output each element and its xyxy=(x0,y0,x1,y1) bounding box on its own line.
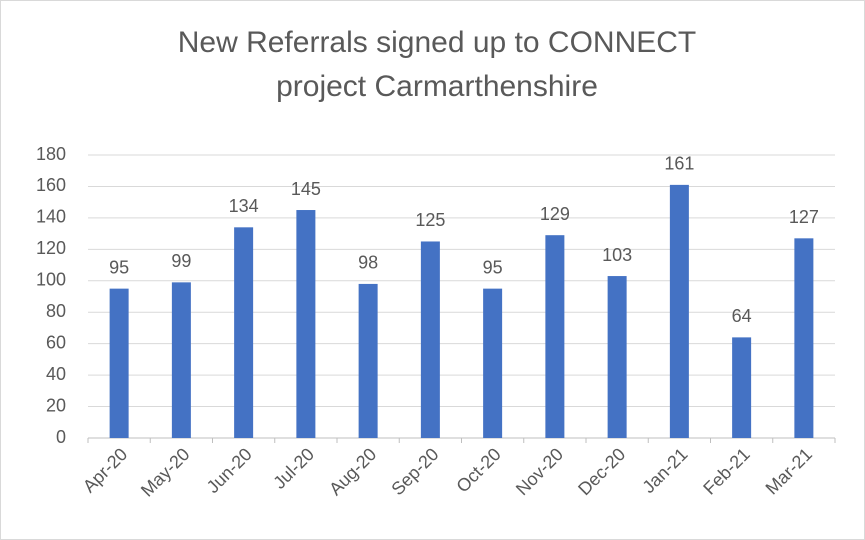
data-label: 127 xyxy=(789,207,819,227)
y-tick-label: 100 xyxy=(36,270,66,290)
data-label: 145 xyxy=(291,179,321,199)
y-tick-label: 80 xyxy=(46,301,66,321)
bar xyxy=(109,288,129,438)
y-tick-label: 0 xyxy=(56,427,66,447)
bar xyxy=(669,184,689,438)
y-tick-label: 60 xyxy=(46,332,66,352)
y-tick-label: 40 xyxy=(46,364,66,384)
bar xyxy=(545,235,565,438)
data-label: 161 xyxy=(664,154,694,174)
bar xyxy=(296,210,316,438)
data-label: 95 xyxy=(483,257,503,277)
bar xyxy=(171,282,191,438)
data-label: 64 xyxy=(732,306,752,326)
data-label: 95 xyxy=(109,257,129,277)
data-label: 103 xyxy=(602,245,632,265)
data-label: 99 xyxy=(171,251,191,271)
y-tick-label: 160 xyxy=(36,175,66,195)
data-label: 129 xyxy=(540,204,570,224)
data-label: 98 xyxy=(358,253,378,273)
bar xyxy=(607,276,627,438)
chart-title: project Carmarthenshire xyxy=(276,70,598,103)
y-tick-label: 140 xyxy=(36,207,66,227)
bar xyxy=(420,241,440,438)
bar xyxy=(483,288,503,438)
bar xyxy=(358,283,378,438)
data-label: 134 xyxy=(229,196,259,216)
bar xyxy=(794,238,814,438)
y-tick-label: 180 xyxy=(36,144,66,164)
y-tick-label: 20 xyxy=(46,395,66,415)
data-label: 125 xyxy=(415,210,445,230)
chart-title: New Referrals signed up to CONNECT xyxy=(178,26,697,59)
bar xyxy=(732,337,752,438)
bar xyxy=(234,227,254,438)
y-tick-label: 120 xyxy=(36,238,66,258)
